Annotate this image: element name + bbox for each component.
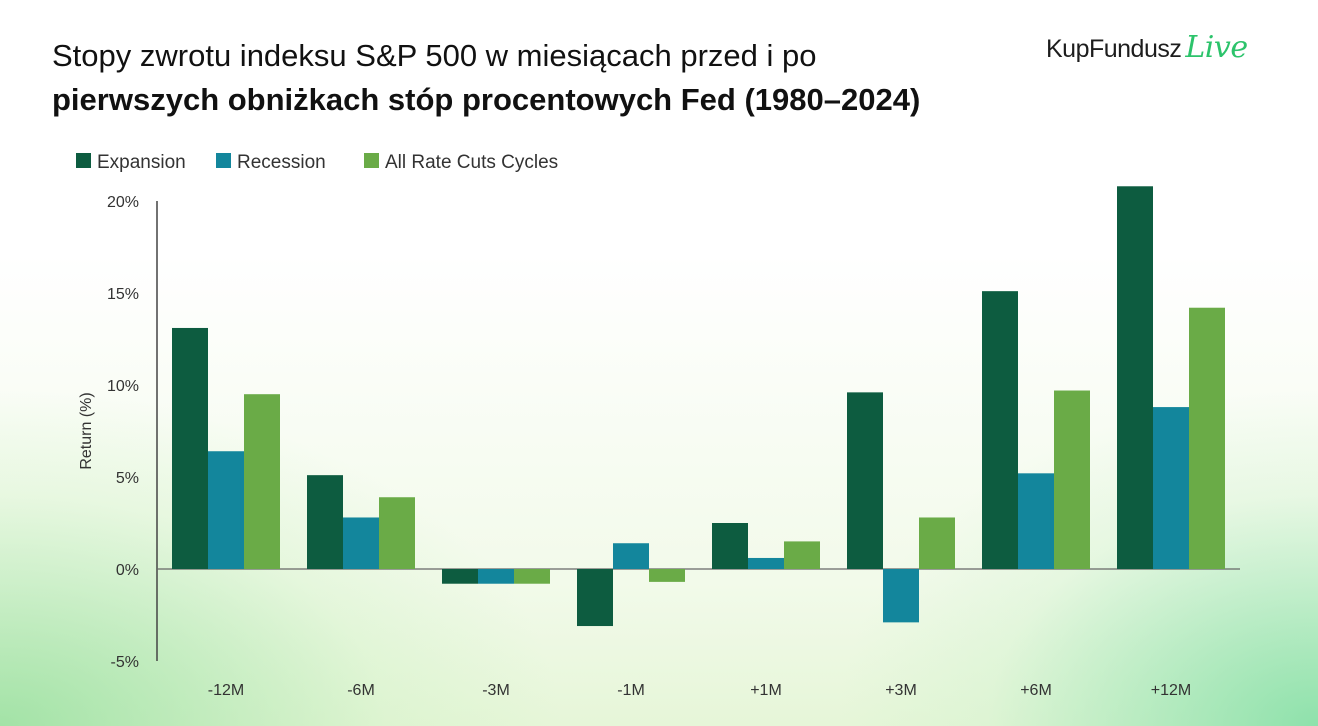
bar-recession [343,517,379,569]
bar-expansion [1117,186,1153,569]
bar-all-rate-cuts-cycles [919,517,955,569]
logo: KupFundusz Live [1046,30,1248,65]
y-tick-label: 15% [107,286,139,303]
bar-all-rate-cuts-cycles [784,541,820,569]
chart-title: Stopy zwrotu indeksu S&P 500 w miesiącac… [52,34,920,122]
y-tick-label: 5% [116,470,139,487]
bar-all-rate-cuts-cycles [649,569,685,582]
legend-label: Recession [237,152,326,173]
y-tick-label: 0% [116,562,139,579]
legend-swatch [216,153,231,168]
y-axis-label: Return (%) [78,392,95,469]
x-tick-label: -12M [208,682,244,699]
x-tick-label: +12M [1151,682,1191,699]
x-tick-label: +3M [885,682,917,699]
x-tick-label: +1M [750,682,782,699]
bar-all-rate-cuts-cycles [1054,390,1090,569]
bar-expansion [982,291,1018,569]
legend-label: All Rate Cuts Cycles [385,152,558,173]
bar-expansion [172,327,208,569]
bar-recession [208,451,244,569]
legend-label: Expansion [97,152,186,173]
x-tick-label: +6M [1020,682,1052,699]
bar-all-rate-cuts-cycles [244,394,280,569]
bar-expansion [307,475,343,569]
bar-recession [748,557,784,569]
bar-all-rate-cuts-cycles [514,569,550,584]
x-tick-label: -3M [482,682,510,699]
logo-brand: KupFundusz [1046,35,1182,63]
bar-all-rate-cuts-cycles [379,497,415,569]
bar-recession [1018,473,1054,569]
bar-recession [1153,407,1189,569]
bar-expansion [442,569,478,584]
title-line-2: pierwszych obniżkach stóp procentowych F… [52,82,921,117]
y-tick-label: -5% [111,654,139,671]
logo-suffix: Live [1185,30,1248,65]
title-line-1: Stopy zwrotu indeksu S&P 500 w miesiącac… [52,38,817,73]
bar-all-rate-cuts-cycles [1189,307,1225,569]
bar-expansion [577,569,613,627]
y-tick-label: 20% [107,194,139,211]
bar-expansion [847,392,883,569]
legend-swatch [76,153,91,168]
bar-recession [613,543,649,569]
legend-swatch [364,153,379,168]
bar-expansion [712,523,748,569]
y-tick-label: 10% [107,378,139,395]
bar-recession [883,569,919,623]
bar-recession [478,569,514,584]
x-tick-label: -1M [617,682,645,699]
x-tick-label: -6M [347,682,375,699]
